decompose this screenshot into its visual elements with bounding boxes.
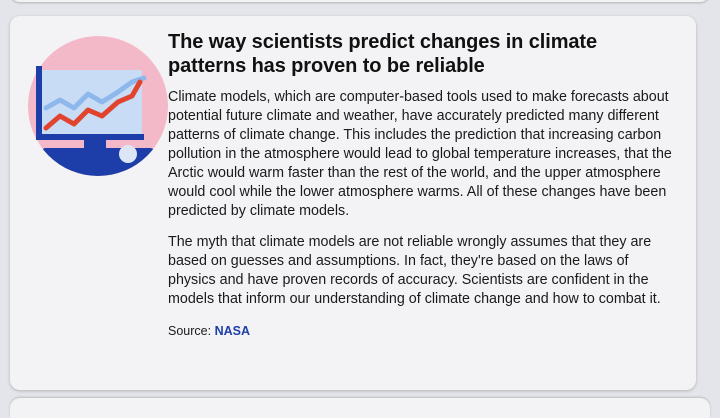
previous-card-edge — [10, 0, 710, 2]
source-line: Source: NASA — [168, 323, 678, 339]
next-card-edge — [10, 398, 710, 418]
card-paragraph: Climate models, which are computer-based… — [168, 89, 672, 219]
monitor-chart-icon — [28, 36, 168, 176]
card-title: The way scientists predict changes in cl… — [168, 31, 597, 77]
myth-fact-card: The way scientists predict changes in cl… — [10, 16, 696, 390]
source-label: Source: — [168, 324, 212, 338]
source-link[interactable]: NASA — [214, 324, 250, 338]
card-paragraph: The myth that climate models are not rel… — [168, 234, 661, 307]
card-content: The way scientists predict changes in cl… — [168, 30, 678, 339]
